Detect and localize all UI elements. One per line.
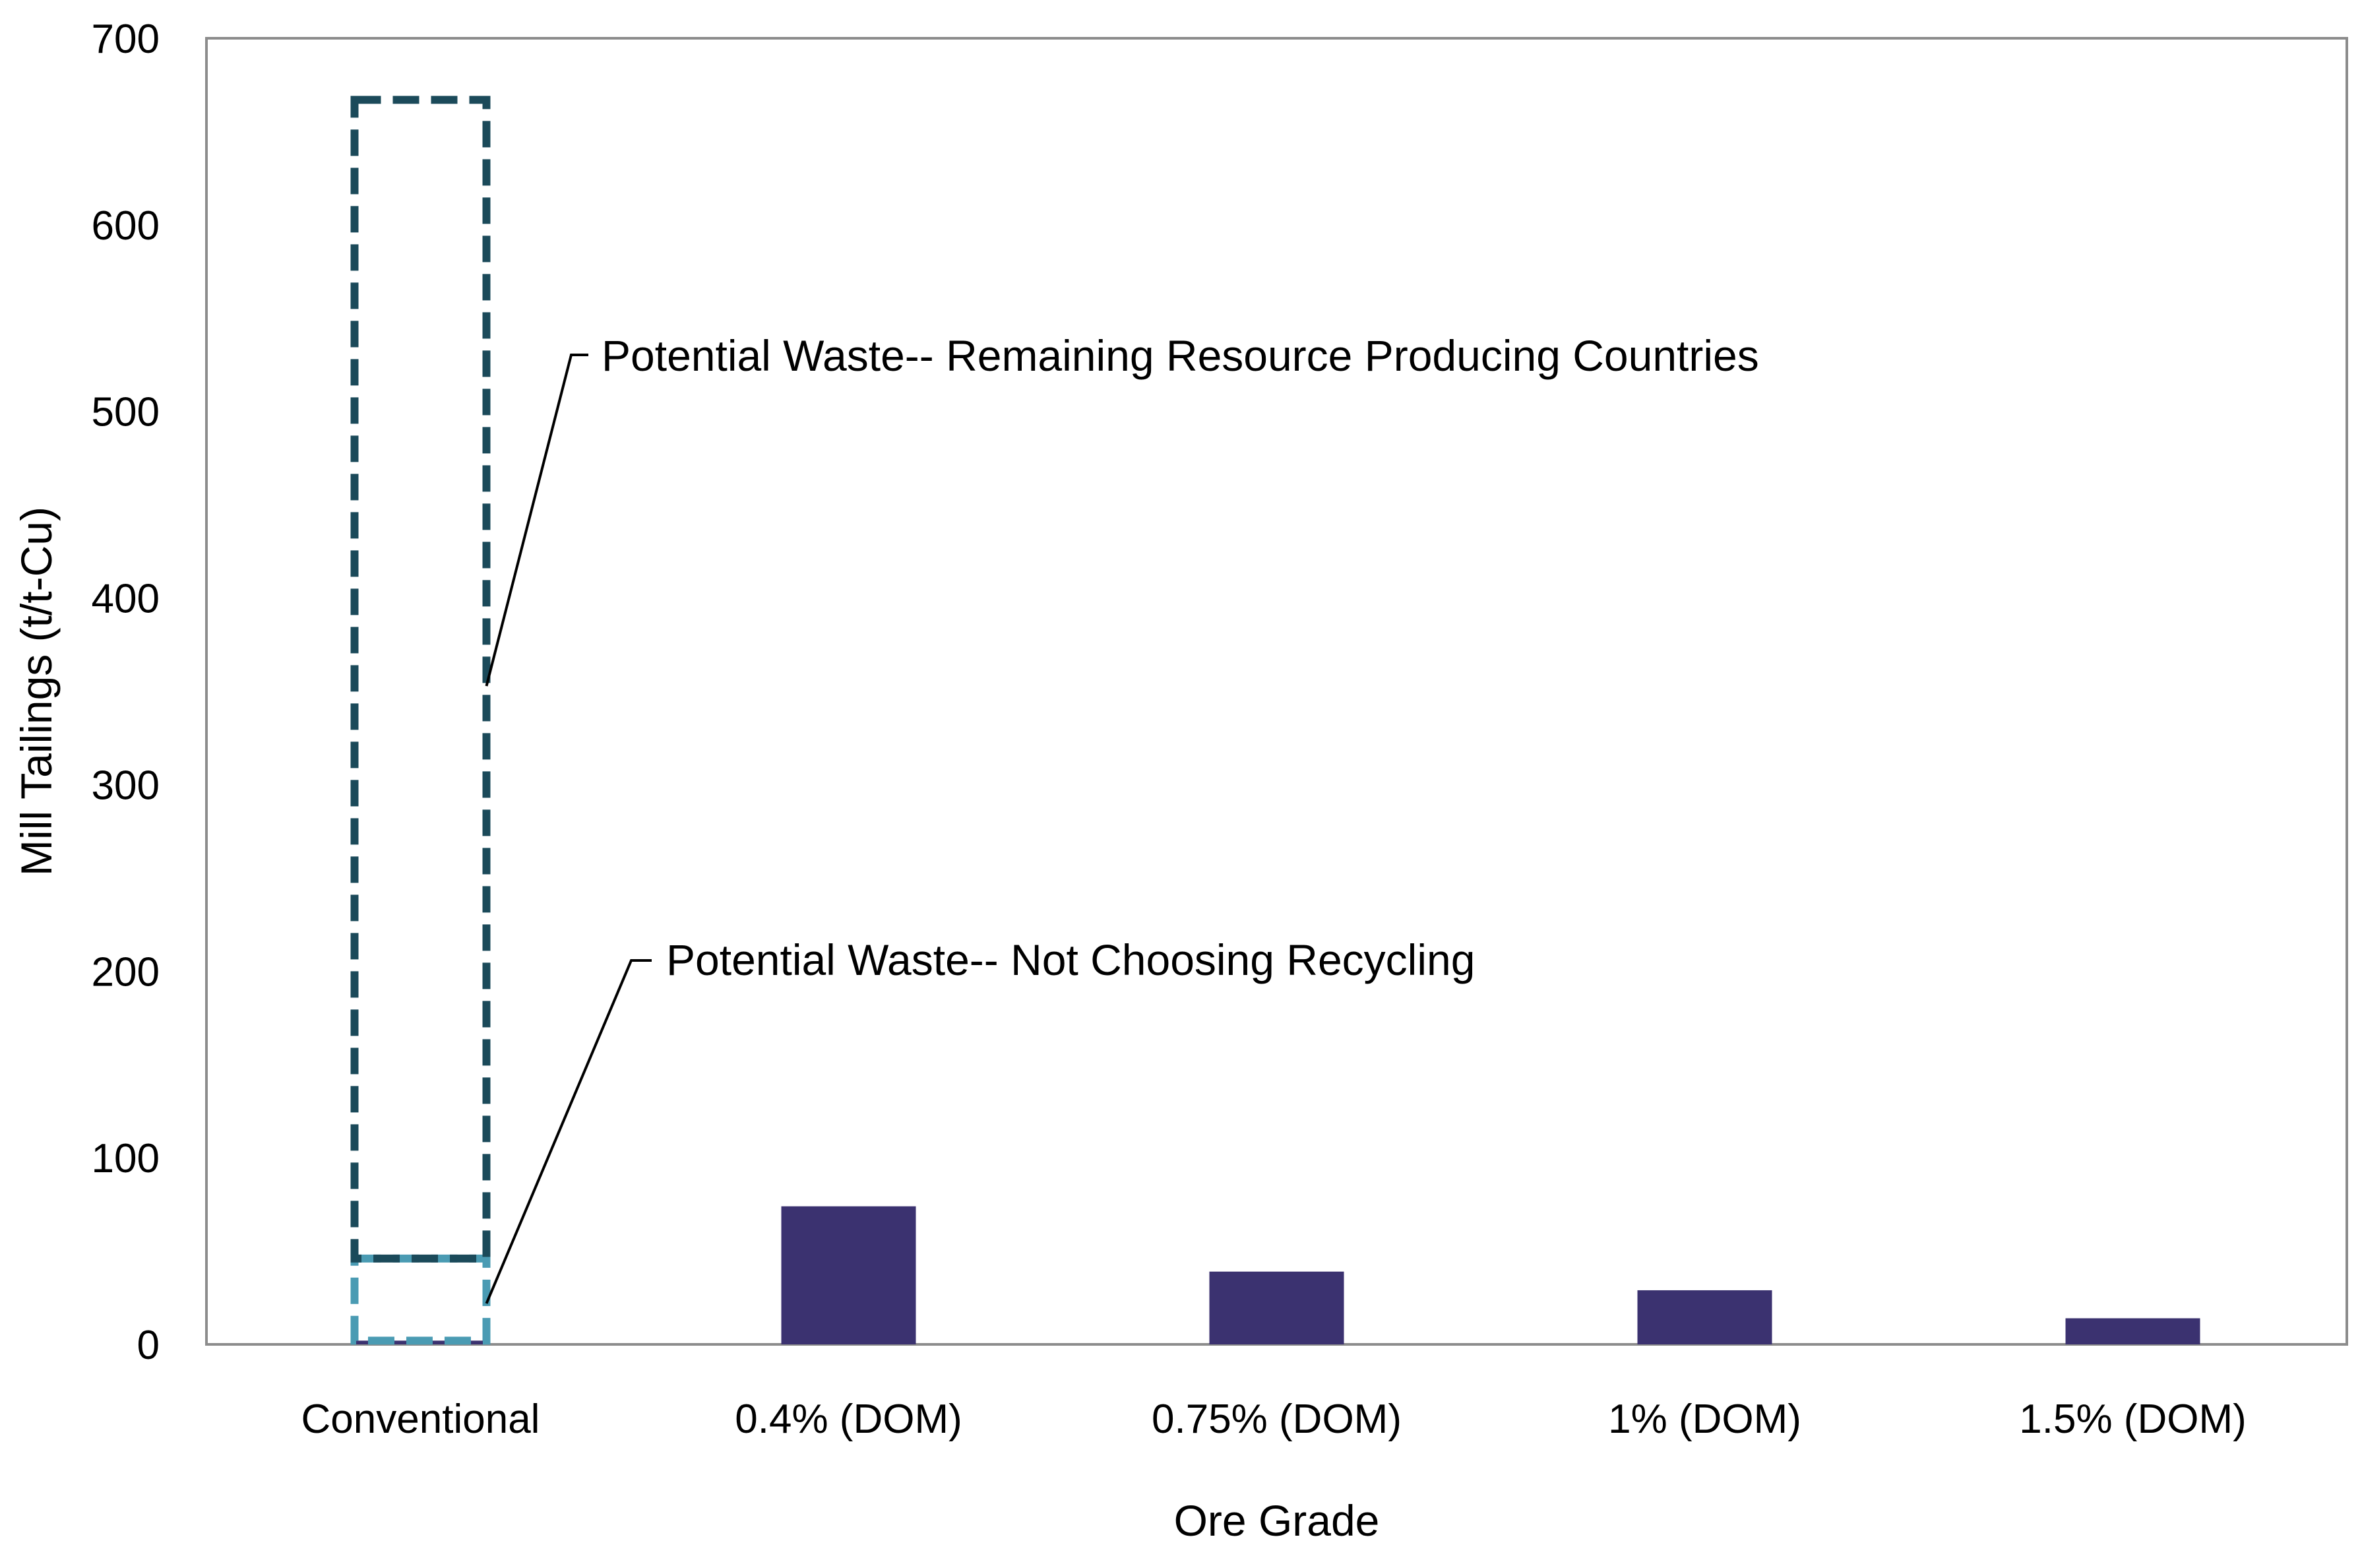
y-axis-title: Mill Tailings (t/t-Cu) — [12, 507, 61, 876]
chart-marks — [350, 96, 2200, 1345]
potential-waste-box — [350, 96, 491, 1263]
x-axis-title: Ore Grade — [1174, 1496, 1380, 1545]
annotation-leader-line — [485, 959, 652, 1304]
y-tick-label: 500 — [92, 390, 160, 435]
y-tick-label: 300 — [92, 763, 160, 808]
y-tick-label: 0 — [137, 1323, 160, 1368]
x-tick-label: 1.5% (DOM) — [2019, 1396, 2246, 1442]
y-tick-label: 600 — [92, 203, 160, 249]
y-tick-label: 400 — [92, 577, 160, 622]
plot-area — [205, 37, 2348, 1346]
bar — [1209, 1271, 1344, 1344]
bar — [2065, 1318, 2200, 1344]
potential-waste-box — [350, 1254, 491, 1345]
bar — [1637, 1290, 1772, 1344]
chart-labels: 0 100 200 300 400 500 600 700 Conventional 0.4% (… — [12, 16, 2247, 1545]
y-tick-label: 100 — [92, 1136, 160, 1181]
y-tick-label: 200 — [92, 949, 160, 995]
x-tick-label: 0.4% (DOM) — [735, 1396, 962, 1442]
x-tick-label: 0.75% (DOM) — [1152, 1396, 1402, 1442]
annotation-label: Potential Waste-- Not Choosing Recycling — [666, 935, 1475, 984]
annotation-leader-line — [485, 354, 588, 687]
x-tick-label: 1% (DOM) — [1608, 1396, 1801, 1442]
y-tick-label: 700 — [92, 16, 160, 62]
annotation-label: Potential Waste-- Remaining Resource Pro… — [602, 331, 1759, 380]
bar — [781, 1206, 916, 1344]
x-tick-label: Conventional — [301, 1396, 540, 1442]
